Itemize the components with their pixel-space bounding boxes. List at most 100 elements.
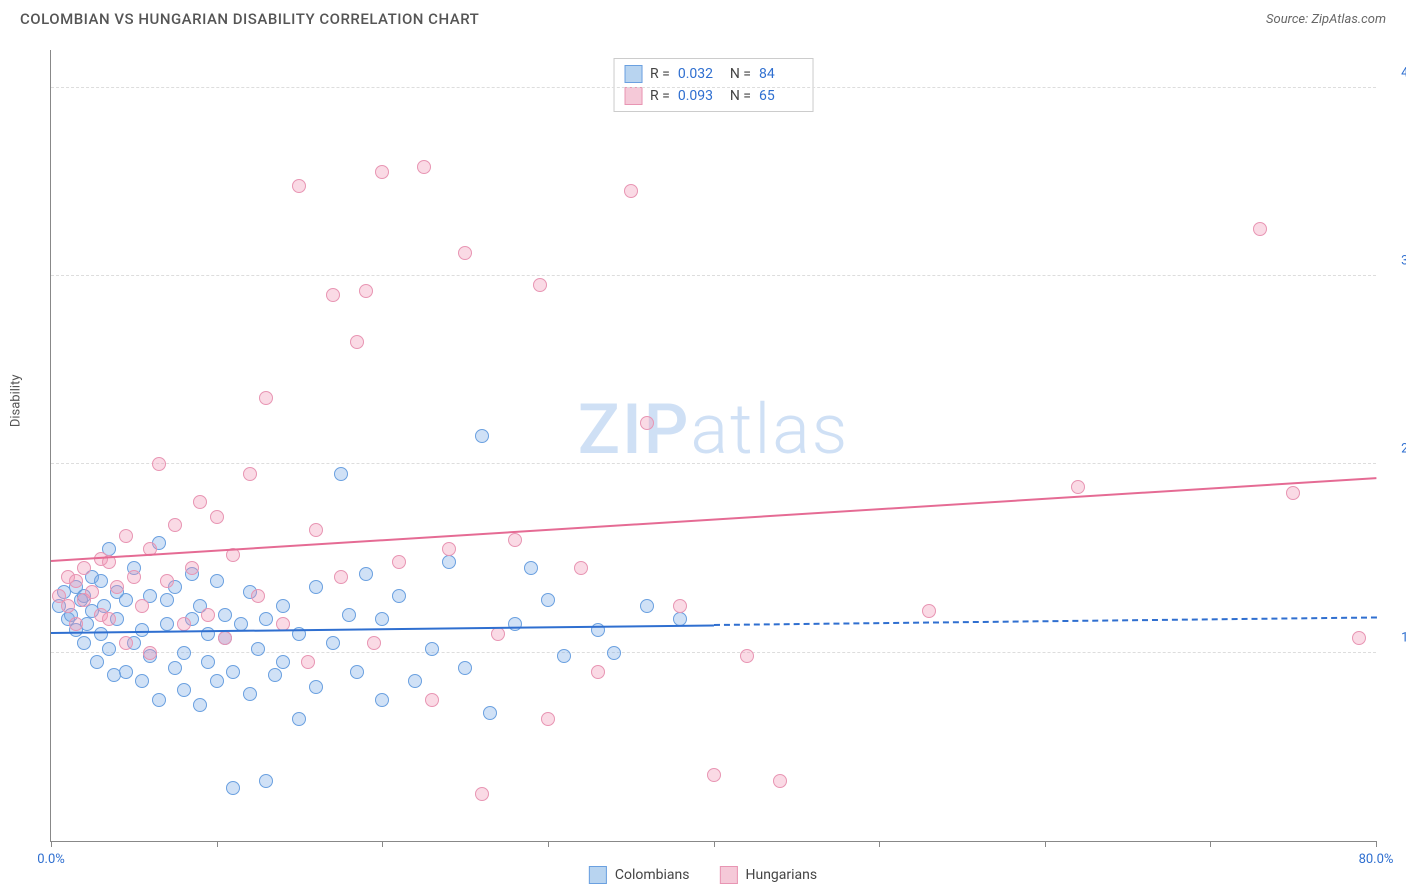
trend-line (51, 477, 1376, 562)
data-point (334, 467, 348, 481)
x-tick (1376, 841, 1377, 847)
grid-line (51, 463, 1376, 464)
data-point (309, 580, 323, 594)
x-tick-label: 0.0% (37, 852, 65, 867)
data-point (135, 674, 149, 688)
data-point (69, 617, 83, 631)
data-point (350, 665, 364, 679)
data-point (69, 574, 83, 588)
data-point (94, 627, 108, 641)
data-point (201, 627, 215, 641)
legend-item: Hungarians (719, 866, 817, 884)
data-point (152, 693, 166, 707)
data-point (135, 599, 149, 613)
data-point (218, 631, 232, 645)
r-label: R = (650, 88, 670, 104)
data-point (301, 655, 315, 669)
series-legend: Colombians Hungarians (589, 866, 817, 884)
series-swatch (589, 866, 607, 884)
x-tick (548, 841, 549, 847)
data-point (201, 608, 215, 622)
data-point (85, 585, 99, 599)
stats-legend-box: R =0.032N =84R =0.093N =65 (613, 58, 814, 112)
data-point (508, 617, 522, 631)
n-label: N = (730, 66, 751, 82)
data-point (127, 570, 141, 584)
data-point (483, 706, 497, 720)
x-tick (217, 841, 218, 847)
series-swatch (624, 87, 642, 105)
data-point (508, 533, 522, 547)
x-tick (1045, 841, 1046, 847)
data-point (119, 665, 133, 679)
x-tick (714, 841, 715, 847)
chart-title: COLOMBIAN VS HUNGARIAN DISABILITY CORREL… (20, 10, 479, 28)
data-point (442, 555, 456, 569)
data-point (292, 712, 306, 726)
source-attribution: Source: ZipAtlas.com (1266, 12, 1386, 27)
grid-line (51, 652, 1376, 653)
data-point (185, 561, 199, 575)
data-point (243, 467, 257, 481)
data-point (1286, 486, 1300, 500)
data-point (1253, 222, 1267, 236)
data-point (177, 646, 191, 660)
data-point (251, 642, 265, 656)
data-point (259, 774, 273, 788)
x-tick (1210, 841, 1211, 847)
data-point (210, 574, 224, 588)
data-point (218, 608, 232, 622)
data-point (442, 542, 456, 556)
y-tick-label: 20.0% (1381, 442, 1406, 457)
data-point (425, 693, 439, 707)
data-point (367, 636, 381, 650)
data-point (574, 561, 588, 575)
data-point (591, 665, 605, 679)
data-point (607, 646, 621, 660)
data-point (326, 636, 340, 650)
n-value: 84 (759, 66, 803, 82)
data-point (707, 768, 721, 782)
data-point (640, 599, 654, 613)
data-point (201, 655, 215, 669)
data-point (177, 617, 191, 631)
scatter-chart: ZIPatlas Disability R =0.032N =84R =0.09… (50, 50, 1376, 842)
n-label: N = (730, 88, 751, 104)
data-point (392, 589, 406, 603)
data-point (425, 642, 439, 656)
data-point (334, 570, 348, 584)
data-point (524, 561, 538, 575)
data-point (119, 593, 133, 607)
data-point (458, 246, 472, 260)
data-point (119, 529, 133, 543)
r-value: 0.093 (678, 88, 722, 104)
stats-row: R = 0.093 N = 65 (624, 85, 803, 107)
x-tick-label: 80.0% (1359, 852, 1394, 867)
legend-label: Hungarians (745, 867, 817, 883)
data-point (375, 693, 389, 707)
data-point (259, 612, 273, 626)
legend-label: Colombians (615, 867, 690, 883)
data-point (61, 599, 75, 613)
data-point (292, 179, 306, 193)
data-point (210, 510, 224, 524)
n-value: 65 (759, 88, 803, 104)
data-point (226, 781, 240, 795)
series-swatch (624, 65, 642, 83)
data-point (309, 680, 323, 694)
grid-line (51, 87, 1376, 88)
data-point (193, 495, 207, 509)
data-point (102, 642, 116, 656)
data-point (143, 646, 157, 660)
data-point (110, 580, 124, 594)
data-point (77, 561, 91, 575)
r-label: R = (650, 66, 670, 82)
data-point (475, 787, 489, 801)
y-tick-label: 30.0% (1381, 254, 1406, 269)
data-point (152, 457, 166, 471)
data-point (359, 284, 373, 298)
data-point (90, 655, 104, 669)
data-point (276, 655, 290, 669)
data-point (375, 165, 389, 179)
data-point (922, 604, 936, 618)
